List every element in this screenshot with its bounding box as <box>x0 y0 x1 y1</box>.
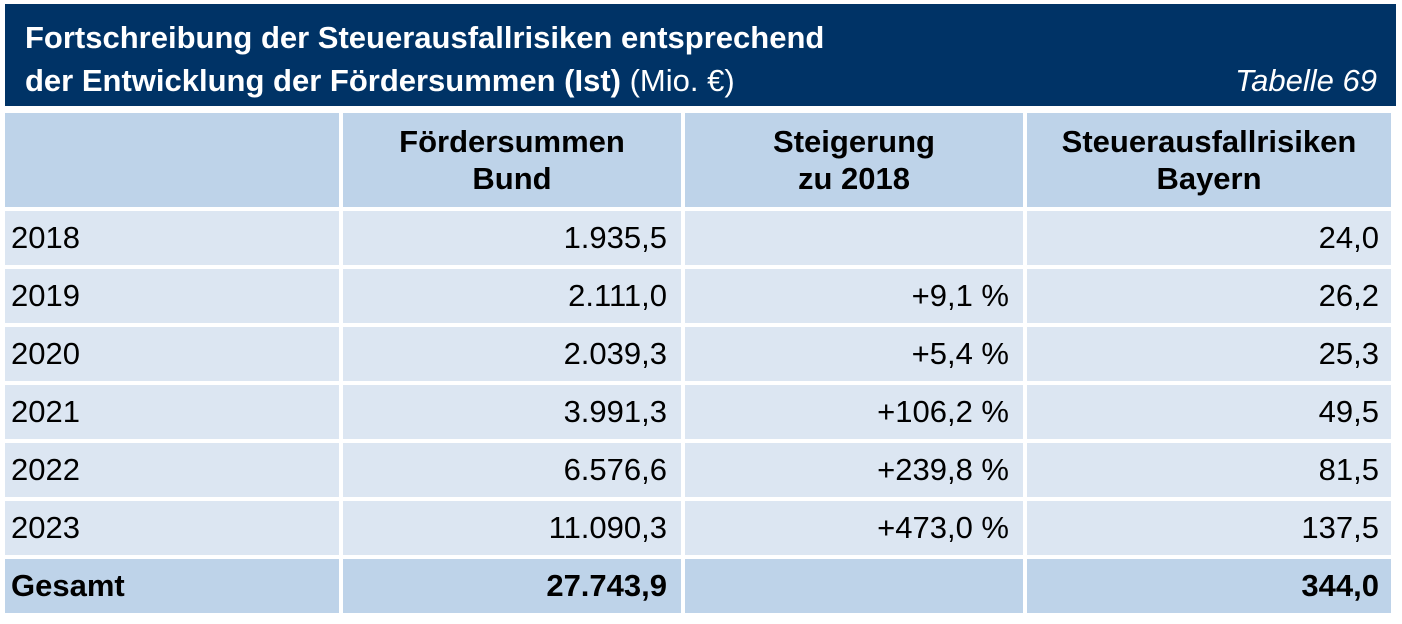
year-cell: 2019 <box>5 269 339 323</box>
total-steigerung <box>685 559 1023 613</box>
header-steigerung: Steigerung zu 2018 <box>685 113 1023 207</box>
table-title-bar: Fortschreibung der Steuerausfallrisiken … <box>5 4 1396 106</box>
steigerung-cell: +5,4 % <box>685 327 1023 381</box>
risiken-cell: 49,5 <box>1027 385 1391 439</box>
steigerung-cell: +9,1 % <box>685 269 1023 323</box>
total-row: Gesamt 27.743,9 344,0 <box>5 559 1391 613</box>
table-row: 2021 3.991,3 +106,2 % 49,5 <box>5 385 1391 439</box>
total-foerdersummen: 27.743,9 <box>343 559 681 613</box>
header-risiken-line2: Bayern <box>1156 161 1262 196</box>
foerdersummen-cell: 2.111,0 <box>343 269 681 323</box>
risiken-cell: 26,2 <box>1027 269 1391 323</box>
table-title-line2-bold: der Entwicklung der Fördersummen (Ist) <box>25 63 621 98</box>
steigerung-cell: +473,0 % <box>685 501 1023 555</box>
steigerung-cell: +106,2 % <box>685 385 1023 439</box>
table-row: 2023 11.090,3 +473,0 % 137,5 <box>5 501 1391 555</box>
table-unit: (Mio. €) <box>629 63 735 98</box>
foerdersummen-cell: 2.039,3 <box>343 327 681 381</box>
header-risiken: Steuerausfallrisiken Bayern <box>1027 113 1391 207</box>
table-row: 2020 2.039,3 +5,4 % 25,3 <box>5 327 1391 381</box>
header-steigerung-line2: zu 2018 <box>797 161 910 196</box>
total-label: Gesamt <box>5 559 339 613</box>
table-number: Tabelle 69 <box>1235 63 1377 98</box>
risiken-cell: 25,3 <box>1027 327 1391 381</box>
header-steigerung-line1: Steigerung <box>773 124 935 159</box>
year-cell: 2022 <box>5 443 339 497</box>
table-row: 2022 6.576,6 +239,8 % 81,5 <box>5 443 1391 497</box>
header-foerdersummen-line1: Fördersummen <box>399 124 625 159</box>
table-title-line2: der Entwicklung der Fördersummen (Ist) (… <box>25 63 735 99</box>
risiken-cell: 81,5 <box>1027 443 1391 497</box>
risiken-cell: 137,5 <box>1027 501 1391 555</box>
header-row: Fördersummen Bund Steigerung zu 2018 Steue… <box>5 113 1391 207</box>
year-cell: 2018 <box>5 211 339 265</box>
steigerung-cell: +239,8 % <box>685 443 1023 497</box>
table-title-line1: Fortschreibung der Steuerausfallrisiken … <box>25 20 825 55</box>
foerdersummen-cell: 3.991,3 <box>343 385 681 439</box>
header-foerdersummen: Fördersummen Bund <box>343 113 681 207</box>
year-cell: 2023 <box>5 501 339 555</box>
foerdersummen-cell: 6.576,6 <box>343 443 681 497</box>
risiken-cell: 24,0 <box>1027 211 1391 265</box>
header-foerdersummen-line2: Bund <box>472 161 552 196</box>
total-risiken: 344,0 <box>1027 559 1391 613</box>
header-risiken-line1: Steuerausfallrisiken <box>1061 124 1357 159</box>
steigerung-cell <box>685 211 1023 265</box>
foerdersummen-cell: 1.935,5 <box>343 211 681 265</box>
data-table: Fördersummen Bund Steigerung zu 2018 Steue… <box>1 109 1395 617</box>
table-row: 2018 1.935,5 24,0 <box>5 211 1391 265</box>
foerdersummen-cell: 11.090,3 <box>343 501 681 555</box>
year-cell: 2020 <box>5 327 339 381</box>
header-empty <box>5 113 339 207</box>
table-row: 2019 2.111,0 +9,1 % 26,2 <box>5 269 1391 323</box>
year-cell: 2021 <box>5 385 339 439</box>
